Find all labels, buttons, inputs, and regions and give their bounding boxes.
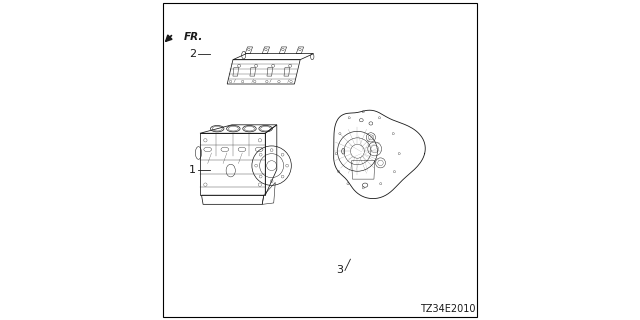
- Text: TZ34E2010: TZ34E2010: [420, 304, 475, 314]
- Text: FR.: FR.: [184, 32, 204, 42]
- Text: 2: 2: [189, 49, 196, 60]
- Text: 3: 3: [337, 265, 344, 276]
- Text: 1: 1: [189, 164, 196, 175]
